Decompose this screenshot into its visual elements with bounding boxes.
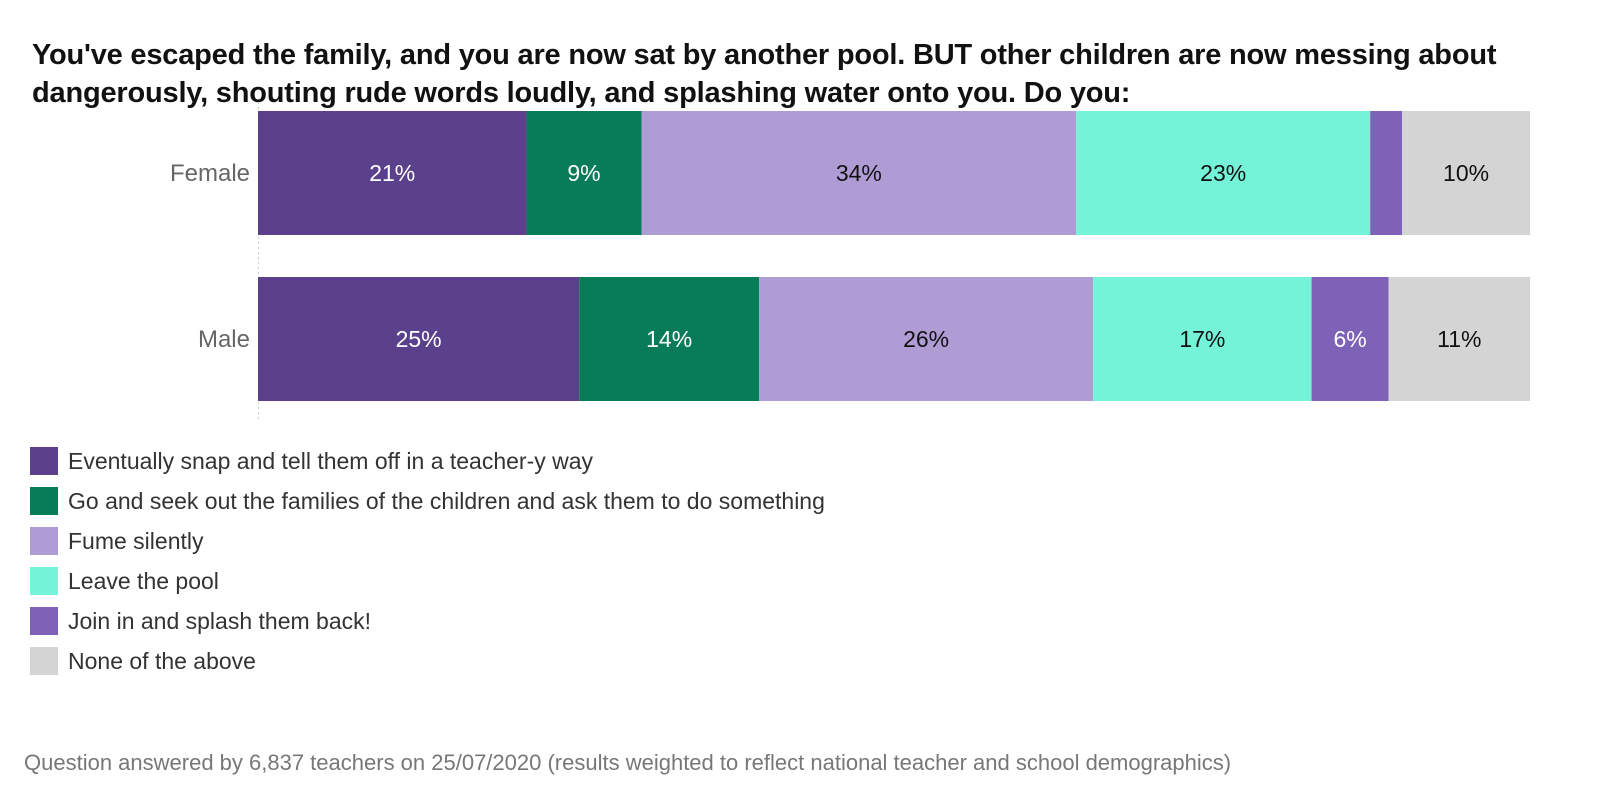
legend-swatch xyxy=(30,607,58,635)
legend-label: Fume silently xyxy=(68,527,204,554)
data-label-male-3: 17% xyxy=(1179,326,1225,352)
legend-item-3: Leave the pool xyxy=(30,561,825,601)
legend-swatch xyxy=(30,567,58,595)
chart-title: You've escaped the family, and you are n… xyxy=(32,39,1497,109)
bar-segment-female-0 xyxy=(258,111,527,235)
legend-item-0: Eventually snap and tell them off in a t… xyxy=(30,441,825,481)
legend-item-2: Fume silently xyxy=(30,521,825,561)
data-label-female-1: 9% xyxy=(567,160,600,186)
legend-swatch xyxy=(30,647,58,675)
bar-segment-male-3 xyxy=(1093,277,1312,401)
bar-segment-female-1 xyxy=(526,111,642,235)
category-label-male: Male xyxy=(198,326,250,353)
bar-segment-male-1 xyxy=(579,277,760,401)
bar-segment-female-5 xyxy=(1402,111,1530,235)
data-label-female-3: 23% xyxy=(1200,160,1246,186)
bar-segment-female-3 xyxy=(1076,111,1371,235)
legend-label: None of the above xyxy=(68,647,256,674)
chart-legend: Eventually snap and tell them off in a t… xyxy=(30,441,825,681)
legend-label: Eventually snap and tell them off in a t… xyxy=(68,447,594,474)
data-label-male-2: 26% xyxy=(903,326,949,352)
bar-segment-male-0 xyxy=(258,277,580,401)
legend-label: Go and seek out the families of the chil… xyxy=(68,487,825,514)
category-label-female: Female xyxy=(170,160,250,187)
data-label-female-0: 21% xyxy=(369,160,415,186)
legend-item-1: Go and seek out the families of the chil… xyxy=(30,481,825,521)
bar-segment-male-2 xyxy=(759,277,1094,401)
legend-label: Leave the pool xyxy=(68,567,219,594)
legend-swatch xyxy=(30,487,58,515)
data-label-female-2: 34% xyxy=(836,160,882,186)
data-label-male-1: 14% xyxy=(646,326,692,352)
chart-footnote: Question answered by 6,837 teachers on 2… xyxy=(24,750,1232,775)
legend-swatch xyxy=(30,447,58,475)
legend-label: Join in and splash them back! xyxy=(68,607,372,634)
data-label-male-4: 6% xyxy=(1333,326,1366,352)
bar-segment-male-5 xyxy=(1388,277,1530,401)
bar-segment-male-4 xyxy=(1311,277,1389,401)
data-label-female-5: 10% xyxy=(1443,160,1489,186)
data-label-male-0: 25% xyxy=(396,326,442,352)
stacked-bar-chart: Female 21% 9% 34% 23% 10% Male 25% 14% 26% 17% 6% 11… xyxy=(170,102,1530,422)
legend-swatch xyxy=(30,527,58,555)
legend-item-4: Join in and splash them back! xyxy=(30,601,825,641)
data-label-male-5: 11% xyxy=(1437,326,1481,352)
bar-segment-female-4 xyxy=(1370,111,1403,235)
legend-item-5: None of the above xyxy=(30,641,825,681)
bar-segment-female-2 xyxy=(641,111,1077,235)
